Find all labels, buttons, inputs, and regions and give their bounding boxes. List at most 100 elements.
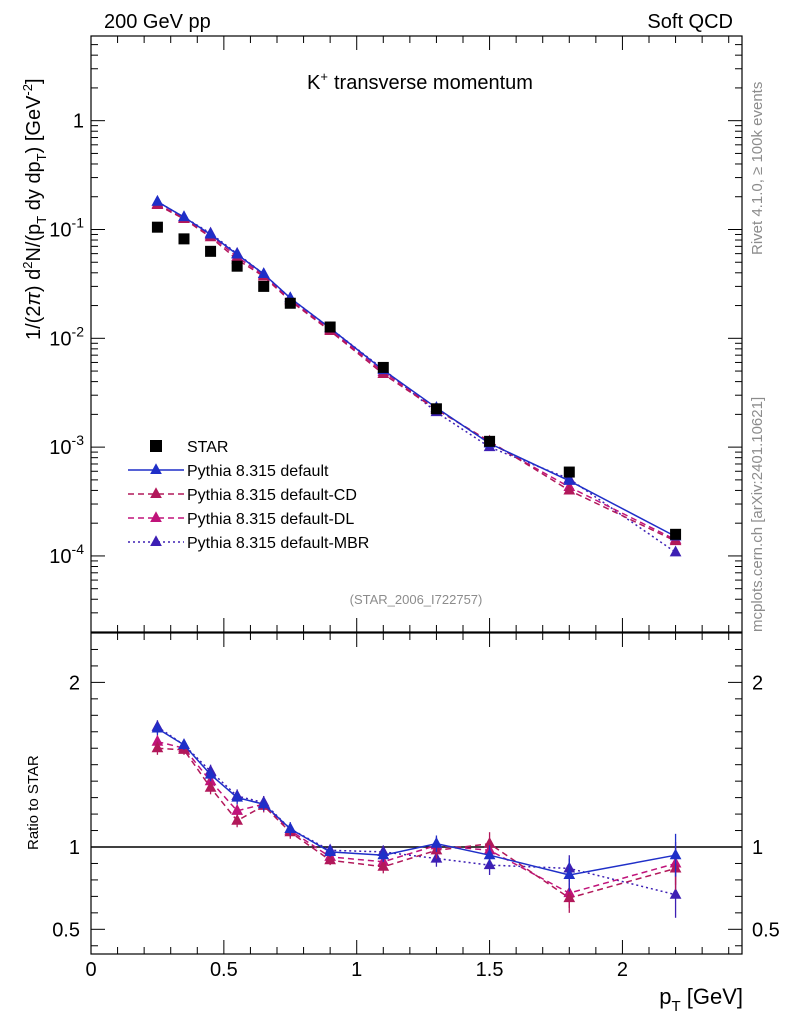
legend-marker-triangle bbox=[150, 535, 162, 547]
ratio-ylabel: Ratio to STAR bbox=[25, 755, 42, 850]
star-point bbox=[430, 403, 442, 415]
main-series-point bbox=[257, 267, 270, 279]
ratio-series-point bbox=[563, 891, 576, 903]
y-tick-label-main: 10-4 bbox=[49, 541, 84, 568]
ratio-series-point bbox=[151, 721, 164, 733]
star-point bbox=[284, 297, 296, 309]
x-tick-label: 1 bbox=[351, 959, 362, 981]
ratio-series-point bbox=[377, 848, 390, 860]
x-axis-label: pT [GeV] bbox=[659, 984, 743, 1015]
main-data-layer bbox=[151, 194, 682, 557]
main-series-point bbox=[204, 227, 217, 239]
legend-entry-4: Pythia 8.315 default-MBR bbox=[128, 535, 369, 552]
y-tick-label-ratio: 1 bbox=[69, 837, 80, 859]
ratio-series-point bbox=[483, 836, 496, 848]
main-series-line bbox=[157, 201, 676, 538]
x-tick-label: 2 bbox=[617, 959, 628, 981]
ratio-series-point bbox=[669, 848, 682, 860]
main-panel-frame bbox=[90, 35, 743, 633]
x-tick-label: 0 bbox=[85, 959, 96, 981]
ratio-series-line bbox=[157, 740, 676, 894]
title-particle: K bbox=[307, 72, 321, 94]
tick-labels: 0 0.5 1 1.5 210-410-310-210-110.5 0.51 12 2 bbox=[49, 111, 780, 981]
plot-title: K+ transverse momentum bbox=[307, 69, 533, 94]
legend-label: Pythia 8.315 default-DL bbox=[187, 511, 354, 528]
star-point bbox=[151, 221, 163, 233]
legend-marker-square bbox=[150, 440, 162, 452]
y-tick-label-ratio: 0.5 bbox=[52, 919, 80, 941]
star-point bbox=[178, 233, 190, 245]
ratio-series-point bbox=[151, 734, 164, 746]
rivet-version-label: Rivet 4.1.0, ≥ 100k events bbox=[749, 82, 766, 255]
x-tick-label: 1.5 bbox=[476, 959, 504, 981]
ratio-series-point bbox=[204, 780, 217, 792]
y-tick-label-main: 10-3 bbox=[49, 432, 84, 459]
ratio-series-point bbox=[151, 741, 164, 753]
star-point bbox=[231, 260, 243, 272]
star-point bbox=[563, 466, 575, 478]
ratio-series-line bbox=[157, 747, 676, 899]
ratio-data-layer bbox=[91, 720, 742, 918]
star-point bbox=[484, 435, 496, 447]
mcplots-label: mcplots.cern.ch [arXiv:2401.10621] bbox=[749, 397, 766, 632]
ratio-panel-frame bbox=[90, 632, 743, 955]
y-tick-label-ratio-right: 2 bbox=[752, 672, 763, 694]
main-series-line bbox=[157, 201, 677, 553]
title-charge: + bbox=[320, 69, 328, 84]
ratio-series-point bbox=[231, 804, 243, 815]
legend-label: STAR bbox=[187, 439, 228, 456]
top-ylabel-text: 1/(2π) d2N/(pT dy dpT) [GeV-2] bbox=[20, 78, 49, 340]
main-series-point bbox=[178, 210, 190, 222]
ratio-series-2 bbox=[151, 734, 682, 908]
ratio-series-point bbox=[483, 848, 496, 860]
legend-marker-triangle bbox=[150, 487, 162, 499]
y-tick-label-ratio-right: 1 bbox=[752, 837, 763, 859]
ratio-series-0 bbox=[151, 721, 682, 892]
ratio-series-point bbox=[324, 853, 336, 865]
analysis-id: (STAR_2006_I722757) bbox=[350, 592, 483, 607]
ratio-series-point bbox=[669, 887, 682, 899]
energy-label: 200 GeV pp bbox=[104, 11, 211, 33]
y-tick-label-main: 1 bbox=[73, 111, 84, 133]
legend-entry-0: STAR bbox=[150, 439, 228, 456]
y-tick-label-main: 10-2 bbox=[49, 323, 84, 350]
star-data bbox=[151, 221, 682, 540]
star-point bbox=[205, 245, 217, 257]
legend: STAR Pythia 8.315 default Pythia 8.315 def… bbox=[128, 439, 369, 552]
category-label: Soft QCD bbox=[647, 11, 733, 33]
ratio-series-line bbox=[157, 727, 676, 876]
main-series-point bbox=[669, 545, 682, 557]
ratio-series-point bbox=[324, 845, 336, 856]
ratio-series-point bbox=[231, 813, 243, 825]
legend-label: Pythia 8.315 default bbox=[187, 463, 329, 480]
ratio-series-3 bbox=[151, 720, 682, 918]
star-point bbox=[258, 280, 270, 292]
ratio-series-point bbox=[257, 797, 270, 809]
main-series-point bbox=[231, 247, 243, 259]
ratio-series-point bbox=[204, 767, 217, 779]
legend-entry-2: Pythia 8.315 default-CD bbox=[128, 487, 357, 504]
star-point bbox=[324, 321, 336, 333]
y-tick-label-ratio-right: 0.5 bbox=[752, 919, 780, 941]
ratio-series-point bbox=[430, 836, 443, 848]
legend-entry-3: Pythia 8.315 default-DL bbox=[128, 511, 354, 528]
legend-label: Pythia 8.315 default-MBR bbox=[187, 535, 369, 552]
ratio-series-1 bbox=[151, 741, 682, 913]
ratio-series-point bbox=[563, 868, 576, 880]
legend-marker-triangle bbox=[150, 511, 162, 523]
ratio-series-point bbox=[284, 822, 297, 833]
axis-ticks bbox=[90, 35, 742, 954]
star-point bbox=[670, 528, 682, 540]
ratio-series-point bbox=[231, 790, 243, 802]
main-series-point bbox=[151, 194, 164, 206]
x-tick-label: 0.5 bbox=[210, 959, 238, 981]
legend-label: Pythia 8.315 default-CD bbox=[187, 487, 357, 504]
ratio-series-point bbox=[377, 860, 390, 871]
ratio-series-point bbox=[178, 738, 190, 749]
main-series-point bbox=[563, 474, 576, 485]
y-tick-label-ratio: 2 bbox=[69, 672, 80, 694]
y-tick-label-main: 10-1 bbox=[49, 214, 84, 241]
star-point bbox=[377, 361, 389, 373]
legend-marker-triangle bbox=[150, 463, 162, 475]
